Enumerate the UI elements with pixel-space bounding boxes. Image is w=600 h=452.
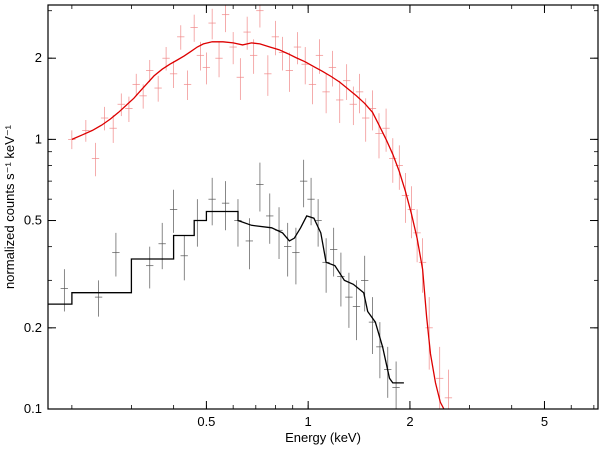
series-0-data-point	[301, 47, 309, 85]
series-0-data-point	[328, 50, 337, 87]
series-1-data-point	[221, 181, 230, 231]
series-1-data-point	[275, 207, 283, 260]
series-0-data-point	[82, 119, 90, 142]
series-0-data-point	[256, 5, 264, 28]
tick-layer: 0.5 1 2 5 0.1 0.2 0.5 1 2	[24, 5, 598, 429]
series-1-data-point	[146, 246, 154, 289]
series-0-data-point	[169, 61, 178, 89]
series-0-data-point	[444, 369, 453, 409]
series-0-data-point	[322, 73, 330, 114]
series-0-data-point	[177, 25, 185, 50]
series-0-model-line	[71, 41, 445, 410]
series-1-data-point	[169, 189, 178, 233]
series-1-data-point	[60, 269, 68, 312]
series-1-data-points	[60, 159, 400, 409]
series-0-data-point	[368, 90, 377, 131]
series-1-data-point	[352, 280, 361, 341]
series-0-data-point	[336, 80, 344, 123]
series-0-data-point	[229, 32, 237, 65]
series-1-data-point	[94, 280, 103, 317]
series-0-data-point	[401, 173, 410, 223]
x-tick-label: 0.5	[197, 414, 215, 429]
series-0-data-point	[109, 115, 117, 143]
series-1-data-point	[180, 235, 188, 281]
series-0-data-point	[249, 39, 258, 74]
series-1-data-point	[256, 162, 264, 212]
series-0-data-point	[271, 20, 280, 56]
y-tick-label: 2	[35, 50, 42, 65]
series-0-data-point	[196, 41, 205, 71]
series-1-data-point	[368, 297, 377, 354]
series-1-data-point	[329, 227, 338, 277]
series-1-model-line	[48, 210, 404, 384]
series-0-data-point	[342, 64, 351, 100]
series-0-data-point	[285, 52, 294, 92]
series-1-data-point	[337, 252, 345, 307]
series-1-data-point	[245, 218, 253, 270]
plot-frame	[47, 4, 599, 410]
x-axis-label: Energy (keV)	[285, 430, 361, 445]
series-0-data-point	[375, 113, 383, 159]
series-0-data-point	[382, 108, 390, 152]
series-1-data-point	[283, 222, 292, 277]
y-axis-label: normalized counts s⁻¹ keV⁻¹	[2, 124, 17, 289]
data-layer	[60, 5, 453, 409]
series-0-data-point	[315, 39, 324, 74]
series-0-data-point	[349, 86, 357, 126]
x-tick-label: 2	[406, 414, 413, 429]
series-0-data-point	[236, 58, 244, 100]
y-tick-label: 0.2	[24, 320, 42, 335]
series-1-data-point	[392, 361, 400, 409]
series-1-data-point	[158, 222, 166, 270]
series-0-data-point	[355, 73, 364, 114]
series-0-data-point	[91, 142, 100, 177]
series-0-data-point	[221, 5, 230, 33]
series-0-data-point	[208, 8, 216, 40]
y-tick-label: 0.1	[24, 401, 42, 416]
x-tick-label: 1	[305, 414, 312, 429]
y-tick-label: 1	[35, 131, 42, 146]
series-0-data-point	[190, 14, 198, 42]
series-0-data-point	[278, 36, 287, 71]
series-0-data-point	[389, 138, 397, 183]
series-1-data-point	[299, 159, 308, 208]
series-1-data-point	[266, 193, 274, 244]
series-0-data-point	[425, 297, 433, 370]
series-0-data-point	[125, 96, 133, 122]
model-layer	[48, 41, 445, 410]
series-0-data-point	[183, 70, 192, 100]
x-tick-label: 5	[541, 414, 548, 429]
series-0-data-point	[215, 41, 223, 78]
series-0-data-point	[154, 75, 162, 102]
series-0-data-point	[100, 106, 109, 131]
series-0-data-point	[117, 93, 125, 117]
series-0-data-point	[202, 52, 211, 85]
series-0-data-point	[132, 73, 140, 96]
series-0-data-point	[308, 67, 317, 105]
series-1-data-point	[112, 232, 120, 277]
series-0-data-point	[68, 130, 76, 150]
series-0-data-point	[395, 145, 403, 190]
series-1-data-point	[234, 199, 242, 247]
series-1-data-point	[208, 177, 216, 226]
series-0-data-point	[264, 55, 272, 96]
y-tick-label: 0.5	[24, 213, 42, 228]
series-0-data-point	[146, 59, 154, 83]
series-1-data-point	[292, 227, 300, 285]
series-1-data-point	[361, 255, 369, 312]
